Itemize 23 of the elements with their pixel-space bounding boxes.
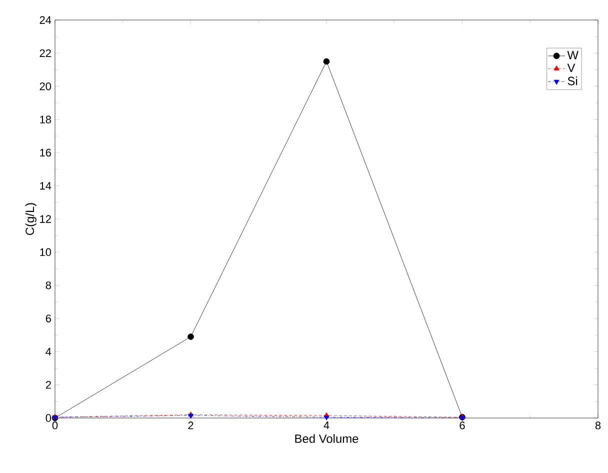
x-tick-label: 4	[324, 422, 330, 430]
legend-label: Si	[568, 76, 578, 86]
y-tick-label: 16	[40, 148, 51, 157]
x-axis-title: Bed Volume	[295, 434, 358, 443]
x-tick-label: 6	[460, 422, 465, 430]
y-tick-label: 6	[46, 314, 51, 322]
y-axis-title: C(g/L)	[25, 203, 36, 235]
x-tick-label: 8	[595, 422, 601, 430]
x-tick-label: 2	[188, 422, 194, 430]
y-tick-label: 0	[46, 414, 52, 422]
y-tick-label: 4	[46, 348, 52, 356]
y-tick-label: 18	[40, 116, 51, 124]
y-tick-label: 20	[40, 82, 52, 90]
y-tick-label: 8	[46, 281, 51, 290]
y-tick-label: 22	[40, 49, 51, 57]
y-tick-label: 2	[46, 381, 51, 389]
y-tick-label: 10	[40, 248, 52, 256]
legend-label: V	[567, 64, 576, 72]
x-tick-label: 0	[52, 422, 58, 430]
y-tick-label: 12	[40, 215, 51, 223]
y-tick-label: 14	[40, 182, 52, 190]
legend-label: W	[567, 51, 578, 60]
y-tick-label: 24	[40, 16, 52, 24]
